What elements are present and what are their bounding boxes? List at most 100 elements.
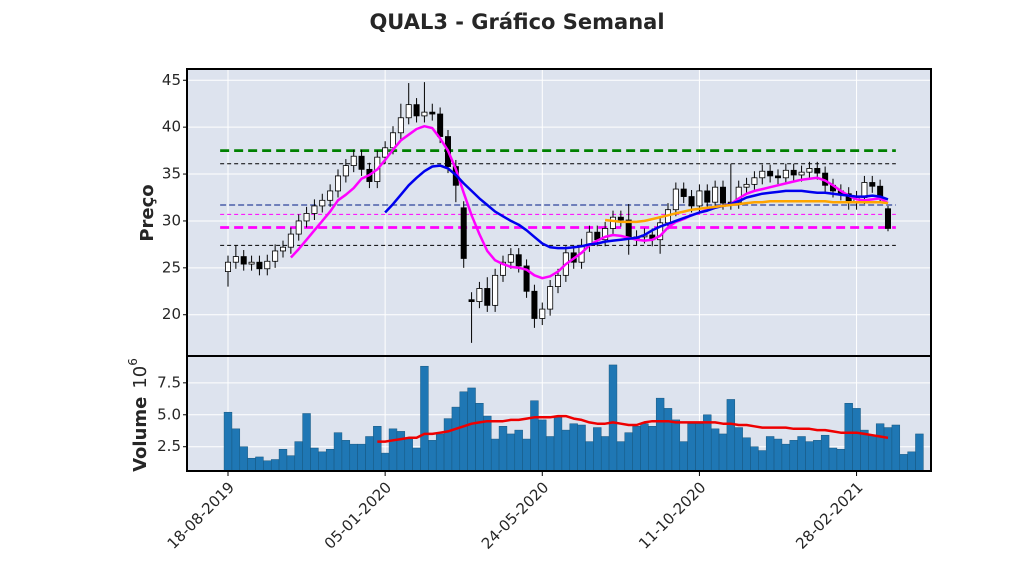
candle-body	[248, 261, 255, 265]
candle-body	[515, 254, 522, 267]
candle-body	[492, 274, 499, 306]
candle-body	[264, 260, 271, 270]
volume-bar	[679, 441, 688, 472]
volume-bar	[860, 429, 869, 472]
volume-bar	[624, 432, 633, 472]
volume-bar	[231, 428, 241, 472]
candle-body	[790, 169, 797, 176]
candle-body	[303, 213, 310, 222]
volume-bar	[883, 427, 893, 472]
volume-bar	[718, 433, 728, 472]
volume-bar	[490, 438, 500, 472]
candle-body	[798, 171, 805, 176]
volume-bar	[498, 426, 508, 472]
candle-body	[759, 170, 766, 179]
volume-bar	[844, 403, 853, 472]
candle-body	[327, 190, 334, 201]
volume-bar	[640, 423, 649, 472]
candle-body	[767, 170, 774, 177]
candle-body	[539, 308, 546, 319]
candle-body	[460, 207, 467, 259]
volume-bar	[451, 406, 461, 472]
candle-body	[782, 169, 789, 179]
candle-body	[279, 246, 286, 252]
y-tick-label: 2.5	[157, 437, 181, 455]
volume-bar	[836, 449, 846, 472]
volume-bar	[475, 403, 484, 472]
volume-bar	[726, 399, 736, 472]
candle-body	[484, 288, 491, 306]
x-tick-label: 18-08-2019	[164, 478, 238, 552]
candle-body	[704, 190, 711, 203]
volume-bar	[380, 452, 390, 472]
candle-body	[814, 168, 821, 174]
volume-bar	[530, 400, 539, 472]
volume-bar	[687, 423, 696, 472]
volume-bar	[805, 441, 814, 472]
y-tick-label: 45	[162, 71, 181, 89]
candle-body	[672, 188, 679, 211]
y-tick-label: 5.0	[157, 405, 181, 423]
x-tick-label: 28-02-2021	[792, 478, 866, 552]
candle-body	[617, 216, 624, 221]
volume-bar	[506, 433, 516, 472]
chart-title: QUAL3 - Gráfico Semanal	[369, 10, 664, 34]
candle-body	[609, 216, 616, 229]
candle-body	[743, 183, 750, 188]
volume-bar	[522, 438, 531, 472]
volume-bar	[396, 431, 406, 472]
candle-body	[437, 113, 444, 137]
volume-bar	[404, 438, 413, 472]
y-tick-label: 40	[162, 118, 181, 136]
volume-bar	[514, 429, 523, 472]
candle-body	[523, 265, 530, 292]
candle-body	[334, 175, 341, 192]
volume-bar	[435, 433, 445, 472]
volume-bar	[263, 460, 272, 472]
y-tick-label: 30	[162, 211, 181, 229]
candle-body	[232, 256, 239, 263]
volume-bar	[797, 436, 806, 472]
volume-bar	[538, 419, 547, 472]
volume-bar	[357, 443, 366, 472]
volume-bar	[773, 438, 783, 472]
volume-bar	[553, 417, 563, 472]
candle-body	[869, 182, 876, 187]
candle-body	[405, 104, 412, 119]
x-tick-label: 24-05-2020	[478, 478, 552, 552]
candle-body	[389, 132, 396, 149]
volume-bar	[695, 423, 704, 472]
volume-bar	[820, 434, 830, 472]
volume-label: Volume	[130, 397, 151, 472]
volume-scale-base: 10	[130, 366, 151, 389]
volume-bar	[742, 437, 751, 472]
volume-bar	[813, 440, 822, 472]
volume-axis-label: Volume 106	[126, 358, 152, 472]
volume-bar	[781, 443, 791, 472]
candle-body	[774, 175, 781, 179]
candle-body	[719, 186, 726, 204]
candle-body	[319, 199, 326, 207]
candle-body	[680, 188, 687, 197]
volume-bar	[318, 451, 327, 472]
candle-body	[531, 290, 538, 319]
volume-bar	[467, 387, 476, 472]
plot-frame	[186, 355, 932, 472]
x-tick-label: 05-01-2020	[321, 478, 395, 552]
moving-average-line	[384, 164, 889, 250]
candle-body	[884, 208, 891, 229]
volume-bar	[907, 451, 916, 472]
volume-bar	[294, 441, 303, 472]
volume-bar	[750, 446, 759, 472]
candle-body	[224, 261, 231, 272]
moving-average-line	[377, 414, 889, 443]
candle-body	[688, 196, 695, 207]
candle-body	[358, 155, 365, 170]
volume-bar	[585, 441, 594, 472]
candle-body	[240, 256, 247, 265]
volume-bar	[915, 433, 924, 472]
volume-bar	[459, 391, 468, 472]
candle-body	[382, 147, 389, 158]
